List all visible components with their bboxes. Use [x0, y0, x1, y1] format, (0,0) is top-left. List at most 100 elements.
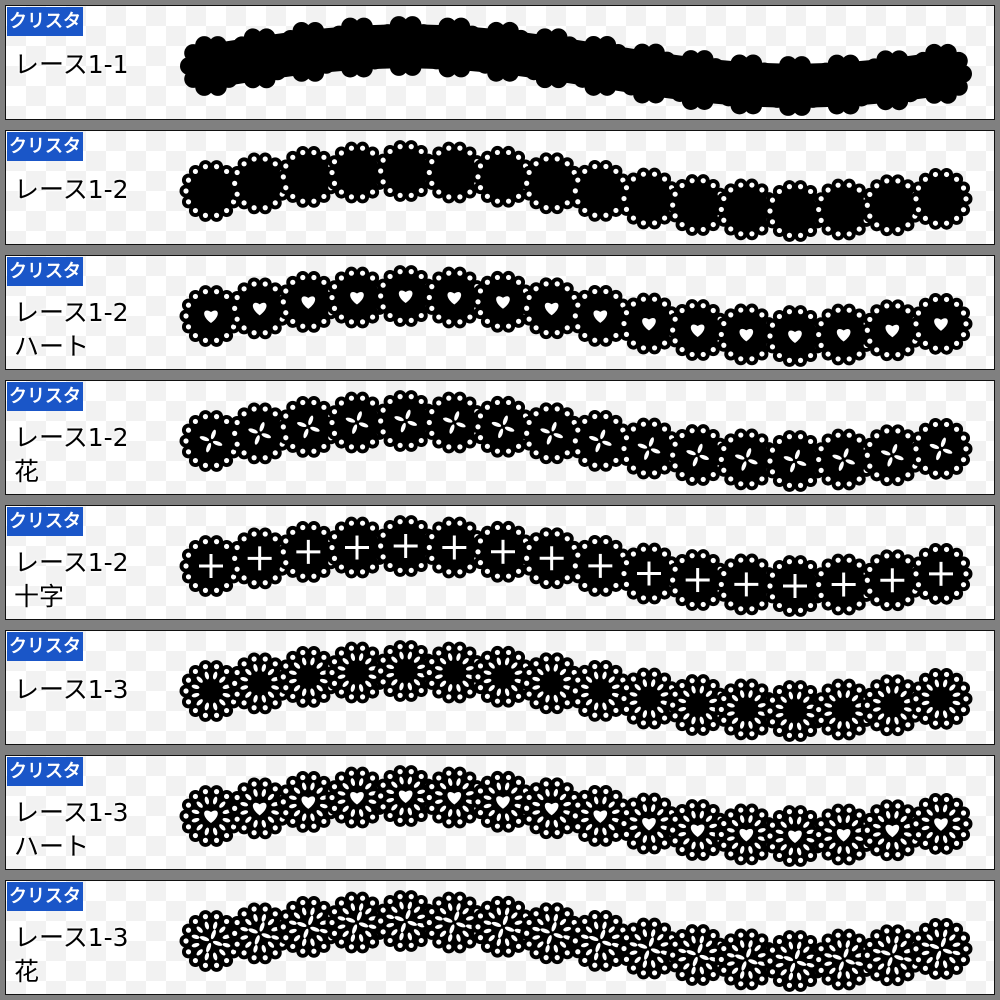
- heart-icon: [885, 824, 900, 838]
- flower-icon: [248, 922, 271, 945]
- brush-panel: クリスタ レース1-3 ハート: [5, 755, 995, 870]
- flower-icon: [394, 409, 417, 433]
- flower-icon: [832, 448, 855, 471]
- flower-icon: [637, 437, 661, 460]
- brush-name-line: 花: [14, 957, 40, 986]
- lace-unit: [617, 292, 681, 355]
- lace-units: [180, 16, 972, 116]
- heart-icon: [788, 830, 802, 843]
- heart-icon: [204, 310, 218, 323]
- cross-icon: [539, 546, 564, 571]
- heart-icon: [836, 328, 851, 342]
- lace-unit: [909, 417, 973, 480]
- lace-unit: [325, 391, 389, 454]
- lace-unit: [422, 641, 486, 704]
- lace-unit: [860, 924, 924, 987]
- lace-stroke-preview: [179, 640, 973, 742]
- heart-icon: [496, 796, 510, 809]
- lace-unit: [569, 35, 632, 96]
- flower-icon: [637, 937, 661, 960]
- flower-icon: [443, 411, 466, 434]
- brush-panel: クリスタ レース1-2: [5, 130, 995, 245]
- flower-icon: [394, 909, 417, 933]
- heart-icon: [398, 790, 413, 804]
- lace-unit: [422, 391, 486, 454]
- flower-icon: [345, 411, 369, 434]
- lace-unit: [471, 895, 535, 958]
- heart-icon: [447, 791, 462, 805]
- lace-units: [179, 640, 973, 742]
- lace-unit: [764, 56, 826, 116]
- flower-icon: [491, 415, 515, 439]
- lace-unit: [909, 792, 973, 855]
- lace-unit: [276, 896, 340, 958]
- cross-icon: [685, 568, 710, 593]
- lace-unit: [617, 542, 681, 605]
- flower-icon: [297, 415, 320, 439]
- heart-icon: [739, 328, 754, 342]
- brush-name-line: レース1-2: [14, 298, 129, 327]
- brush-panel: クリスタ レース1-3: [5, 630, 995, 745]
- lace-unit: [763, 430, 827, 492]
- flower-icon: [589, 929, 612, 953]
- lace-unit: [179, 410, 243, 472]
- cross-icon: [783, 573, 807, 598]
- brush-name-line: ハート: [14, 832, 90, 861]
- lace-unit: [909, 667, 973, 730]
- lace-unit: [520, 28, 583, 89]
- brush-name: レース1-2: [14, 173, 129, 207]
- lace-unit: [909, 542, 973, 605]
- brush-name-line: レース1-3: [14, 675, 129, 704]
- heart-icon: [739, 828, 754, 842]
- brush-name-line: レース1-2: [14, 423, 129, 452]
- lace-unit: [520, 277, 584, 340]
- lace-unit: [860, 299, 924, 362]
- lace-stroke-preview: [180, 16, 972, 116]
- brush-panel: クリスタレース1-1: [5, 5, 995, 120]
- flower-icon: [491, 915, 515, 939]
- lace-stroke-preview: [179, 515, 973, 617]
- lace-unit: [471, 770, 535, 833]
- heart-icon: [544, 302, 559, 316]
- heart-icon: [252, 302, 267, 316]
- flower-icon: [832, 948, 855, 971]
- lace-units: [179, 515, 973, 617]
- lace-unit: [471, 395, 535, 458]
- lace-unit: [180, 36, 242, 96]
- lace-unit: [228, 527, 292, 590]
- lace-unit: [179, 785, 243, 847]
- heart-icon: [398, 290, 413, 304]
- brush-name: レース1-1: [14, 48, 129, 82]
- lace-unit: [714, 303, 778, 366]
- brush-name: レース1-2 十字: [14, 546, 129, 614]
- brand-badge: クリスタ: [7, 882, 83, 911]
- flower-icon: [735, 948, 758, 971]
- brand-badge: クリスタ: [7, 757, 83, 786]
- flower-icon: [929, 937, 953, 961]
- cross-icon: [247, 546, 272, 571]
- lace-unit: [909, 167, 973, 230]
- flower-icon: [297, 915, 320, 939]
- heart-icon: [836, 828, 851, 842]
- brush-name-line: ハート: [14, 332, 90, 361]
- brush-panel: クリスタ レース1-2 ハート: [5, 255, 995, 370]
- lace-unit: [617, 167, 681, 230]
- lace-units: [179, 390, 973, 492]
- heart-icon: [934, 818, 948, 831]
- lace-unit: [910, 43, 972, 104]
- lace-unit: [860, 799, 924, 862]
- lace-unit: [374, 515, 438, 577]
- cross-icon: [345, 535, 369, 560]
- lace-unit: [568, 410, 632, 472]
- brand-badge: クリスタ: [7, 7, 83, 36]
- lace-units: [179, 890, 973, 992]
- brush-name-line: 十字: [14, 582, 65, 611]
- brush-name-line: レース1-1: [14, 50, 129, 79]
- lace-unit: [714, 803, 778, 866]
- lace-unit: [861, 50, 924, 111]
- lace-units: [179, 765, 973, 867]
- flower-icon: [345, 911, 369, 934]
- lace-unit: [763, 180, 827, 242]
- flower-icon: [199, 929, 223, 953]
- lace-unit: [568, 910, 632, 972]
